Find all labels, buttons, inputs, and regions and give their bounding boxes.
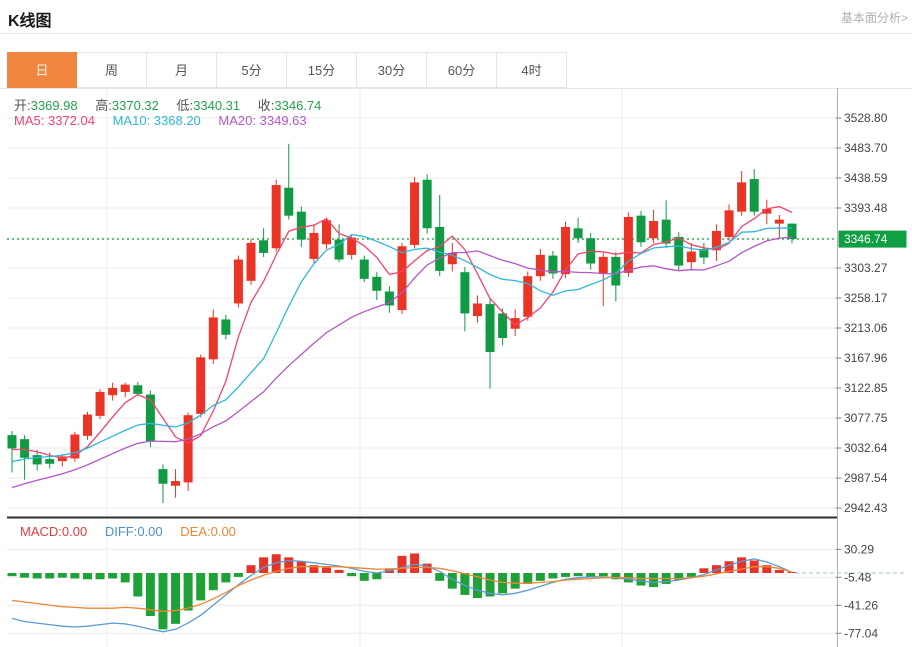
svg-text:3122.85: 3122.85 [844, 381, 888, 395]
gridlines [7, 89, 838, 647]
low-value: 3340.31 [193, 98, 241, 113]
ma20-legend: MA20: 3349.63 [218, 113, 307, 128]
tab-item-4时[interactable]: 4时 [497, 52, 567, 88]
tab-item-月[interactable]: 月 [147, 52, 217, 88]
ma20-line [11, 236, 793, 489]
tab-item-日[interactable]: 日 [7, 52, 77, 88]
candlesticks [7, 143, 797, 504]
close-value: 3346.74 [274, 98, 322, 113]
svg-text:3167.96: 3167.96 [844, 351, 888, 365]
svg-text:3528.80: 3528.80 [844, 111, 888, 125]
diff-value-legend: DIFF:0.00 [104, 524, 163, 539]
close-label: 收: [257, 98, 275, 113]
svg-text:-41.26: -41.26 [844, 598, 878, 612]
low-label: 低: [176, 98, 194, 113]
macd-pane [7, 553, 906, 633]
ma5-line [12, 205, 793, 459]
tab-item-60分[interactable]: 60分 [427, 52, 497, 88]
tabbar-underline [0, 88, 912, 89]
svg-text:2942.43: 2942.43 [844, 501, 888, 515]
svg-text:3346.74: 3346.74 [844, 232, 888, 246]
svg-text:3393.48: 3393.48 [844, 201, 888, 215]
dea-line [11, 566, 793, 612]
ma-legend: MA5: 3372.04 MA10: 3368.20 MA20: 3349.63 [14, 113, 321, 128]
svg-text:3077.75: 3077.75 [844, 411, 888, 425]
tab-item-周[interactable]: 周 [77, 52, 147, 88]
svg-text:3303.27: 3303.27 [844, 261, 888, 275]
svg-text:3213.06: 3213.06 [844, 321, 888, 335]
header-divider [0, 33, 912, 34]
price-axis-labels: 3528.80 3483.70 3438.59 3393.48 3303.27 3258.… [835, 111, 888, 640]
svg-text:-5.48: -5.48 [844, 570, 872, 584]
svg-text:3483.70: 3483.70 [844, 141, 888, 155]
svg-text:30.29: 30.29 [844, 542, 874, 556]
svg-text:3032.64: 3032.64 [844, 441, 888, 455]
current-price-badge: 3346.74 [838, 230, 907, 248]
tab-item-5分[interactable]: 5分 [217, 52, 287, 88]
diff-line [11, 558, 793, 633]
ma5-legend: MA5: 3372.04 [14, 113, 95, 128]
high-value: 3370.32 [111, 98, 159, 113]
macd-legend: MACD:0.00 DIFF:0.00 DEA:0.00 [20, 524, 250, 539]
dea-value-legend: DEA:0.00 [180, 524, 236, 539]
fundamental-analysis-link[interactable]: 基本面分析> [840, 11, 908, 25]
high-label: 高: [95, 98, 112, 113]
open-label: 开: [14, 98, 31, 113]
svg-text:3438.59: 3438.59 [844, 171, 888, 185]
ma10-legend: MA10: 3368.20 [112, 113, 201, 128]
svg-text:2987.54: 2987.54 [844, 471, 888, 485]
ma10-line [11, 227, 793, 463]
period-tab-bar: 日周月 5分 15分 30分 60分 4时 [7, 52, 567, 88]
svg-text:3258.17: 3258.17 [844, 291, 888, 305]
open-value: 3369.98 [30, 98, 78, 113]
page-title: K线图 [8, 13, 52, 30]
svg-text:-77.04: -77.04 [844, 626, 878, 640]
tab-item-15分[interactable]: 15分 [287, 52, 357, 88]
macd-value-legend: MACD:0.00 [20, 524, 88, 539]
ohlc-legend: 开:3369.98 高:3370.32 低:3340.31 收:3346.74 [14, 95, 335, 114]
tab-item-30分[interactable]: 30分 [357, 52, 427, 88]
